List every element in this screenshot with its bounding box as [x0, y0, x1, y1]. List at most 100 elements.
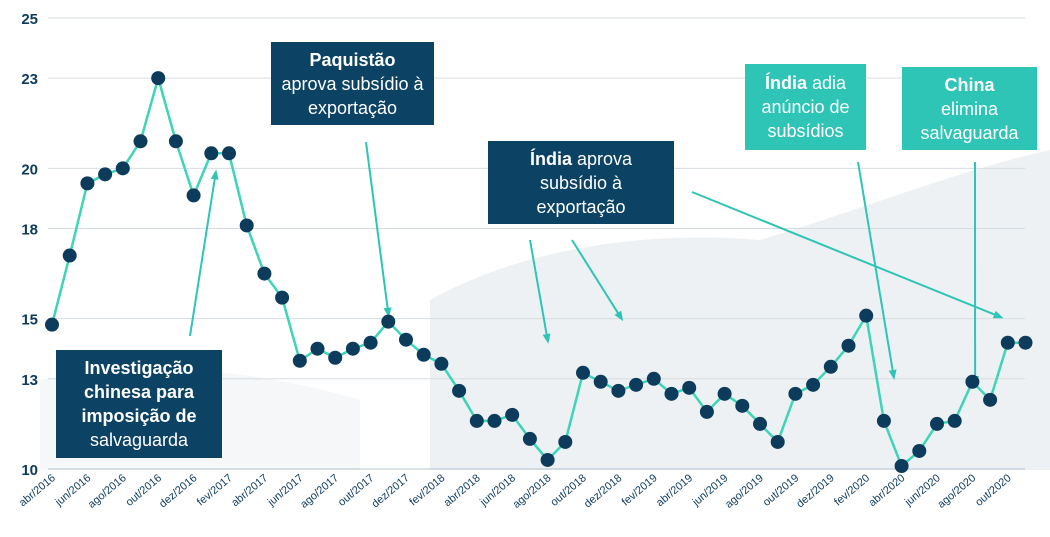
x-tick-label: fev/2017 [195, 472, 235, 508]
x-tick-label: abr/2018 [442, 472, 483, 509]
x-tick-label: dez/2018 [582, 472, 624, 510]
x-tick-label: fev/2018 [407, 472, 447, 508]
data-point [239, 218, 254, 233]
data-point [115, 161, 130, 176]
x-tick-label: out/2020 [973, 472, 1014, 509]
annotation-pakistan: Paquistão aprova subsídio à exportação [271, 42, 434, 125]
data-point [540, 452, 555, 467]
x-tick-label: fev/2019 [620, 472, 660, 508]
data-point [168, 134, 183, 149]
x-tick-label: ago/2016 [86, 472, 129, 511]
data-point [151, 71, 166, 86]
data-point [45, 317, 59, 332]
data-point [699, 404, 714, 419]
data-point [133, 134, 148, 149]
x-tick-label: ago/2017 [298, 472, 341, 511]
x-tick-label: abr/2017 [229, 472, 270, 509]
data-point [859, 308, 874, 323]
x-tick-label: fev/2020 [832, 472, 872, 508]
data-point [753, 416, 767, 431]
data-point [505, 407, 520, 422]
arrow-india1 [571, 239, 624, 322]
data-point [434, 356, 449, 371]
annotation-china-bold: China [944, 74, 995, 95]
data-point [204, 146, 219, 161]
annotation-investigation: Investigação chinesa para imposição de s… [56, 350, 222, 458]
x-tick-label: ago/2019 [723, 472, 766, 511]
data-point [381, 314, 396, 329]
y-tick-label: 23 [21, 71, 38, 88]
annotation-india-postpones-bold: Índia [764, 73, 807, 93]
data-point [894, 458, 909, 473]
annotation-india-approves: Índia aprova subsídio à exportação [488, 141, 674, 224]
data-point [186, 188, 201, 203]
data-point [912, 443, 927, 458]
annotation-pakistan-text: aprova subsídio à exportação [281, 73, 424, 118]
data-point [629, 377, 644, 392]
data-point [841, 338, 856, 353]
data-point [593, 374, 608, 389]
annotation-arrows [189, 141, 1004, 386]
y-axis-ticks: 10 13 15 18 20 23 25 [21, 11, 38, 479]
data-point [611, 383, 626, 398]
data-point [717, 386, 732, 401]
data-point [275, 290, 290, 305]
data-point [257, 266, 272, 281]
data-point [788, 386, 803, 401]
data-point [664, 386, 679, 401]
data-point [98, 167, 113, 182]
data-point [947, 413, 962, 428]
y-tick-label: 15 [21, 312, 38, 329]
data-point [930, 416, 944, 431]
data-point [576, 365, 590, 380]
data-point [80, 176, 95, 191]
data-point [735, 398, 750, 413]
x-tick-label: dez/2016 [157, 472, 199, 510]
x-tick-label: dez/2017 [370, 472, 412, 510]
data-point [62, 248, 77, 263]
data-point [328, 350, 343, 365]
y-tick-label: 13 [21, 372, 38, 389]
data-point [363, 335, 378, 350]
y-tick-label: 18 [21, 221, 38, 238]
x-tick-label: ago/2020 [935, 472, 978, 511]
data-point [399, 332, 413, 347]
data-point [469, 413, 484, 428]
annotation-india-postpones-text: adia anúncio de subsídios [761, 73, 850, 141]
annotation-china-text: elimina salvaguarda [920, 98, 1019, 143]
data-point [345, 341, 360, 356]
data-point [682, 380, 697, 395]
annotation-india-approves-bold: Índia [529, 148, 572, 169]
annotation-china: China elimina salvaguarda [902, 67, 1037, 150]
annotation-investigation-bold: Investigação chinesa para imposição de [81, 358, 197, 426]
annotation-india-approves-text: aprova subsídio à exportação [536, 148, 633, 217]
annotation-pakistan-bold: Paquistão [309, 49, 396, 70]
data-point [487, 413, 502, 428]
data-point [823, 359, 838, 374]
data-point [965, 374, 980, 389]
data-point [416, 347, 431, 362]
data-point [770, 434, 785, 449]
x-axis-ticks: abr/2016jun/2016ago/2016out/2016dez/2016… [17, 472, 1014, 511]
data-point [222, 146, 236, 161]
arrow-paquistao [365, 141, 392, 318]
x-tick-label: dez/2019 [794, 472, 836, 510]
arrow-india2 [857, 161, 897, 380]
data-point [1018, 335, 1033, 350]
arrow-india1 [529, 239, 551, 344]
data-point [806, 377, 821, 392]
annotation-india-postpones: Índia adia anúncio de subsídios [745, 64, 866, 150]
y-tick-label: 10 [21, 462, 38, 479]
data-point [558, 434, 573, 449]
data-point [310, 341, 325, 356]
data-point [452, 383, 467, 398]
x-tick-label: abr/2019 [654, 472, 695, 509]
data-point [876, 413, 891, 428]
price-series [45, 71, 1033, 473]
data-point [1000, 335, 1015, 350]
x-tick-label: abr/2020 [867, 472, 908, 509]
data-point [983, 392, 998, 407]
y-tick-label: 20 [21, 161, 38, 178]
data-point [646, 371, 661, 386]
